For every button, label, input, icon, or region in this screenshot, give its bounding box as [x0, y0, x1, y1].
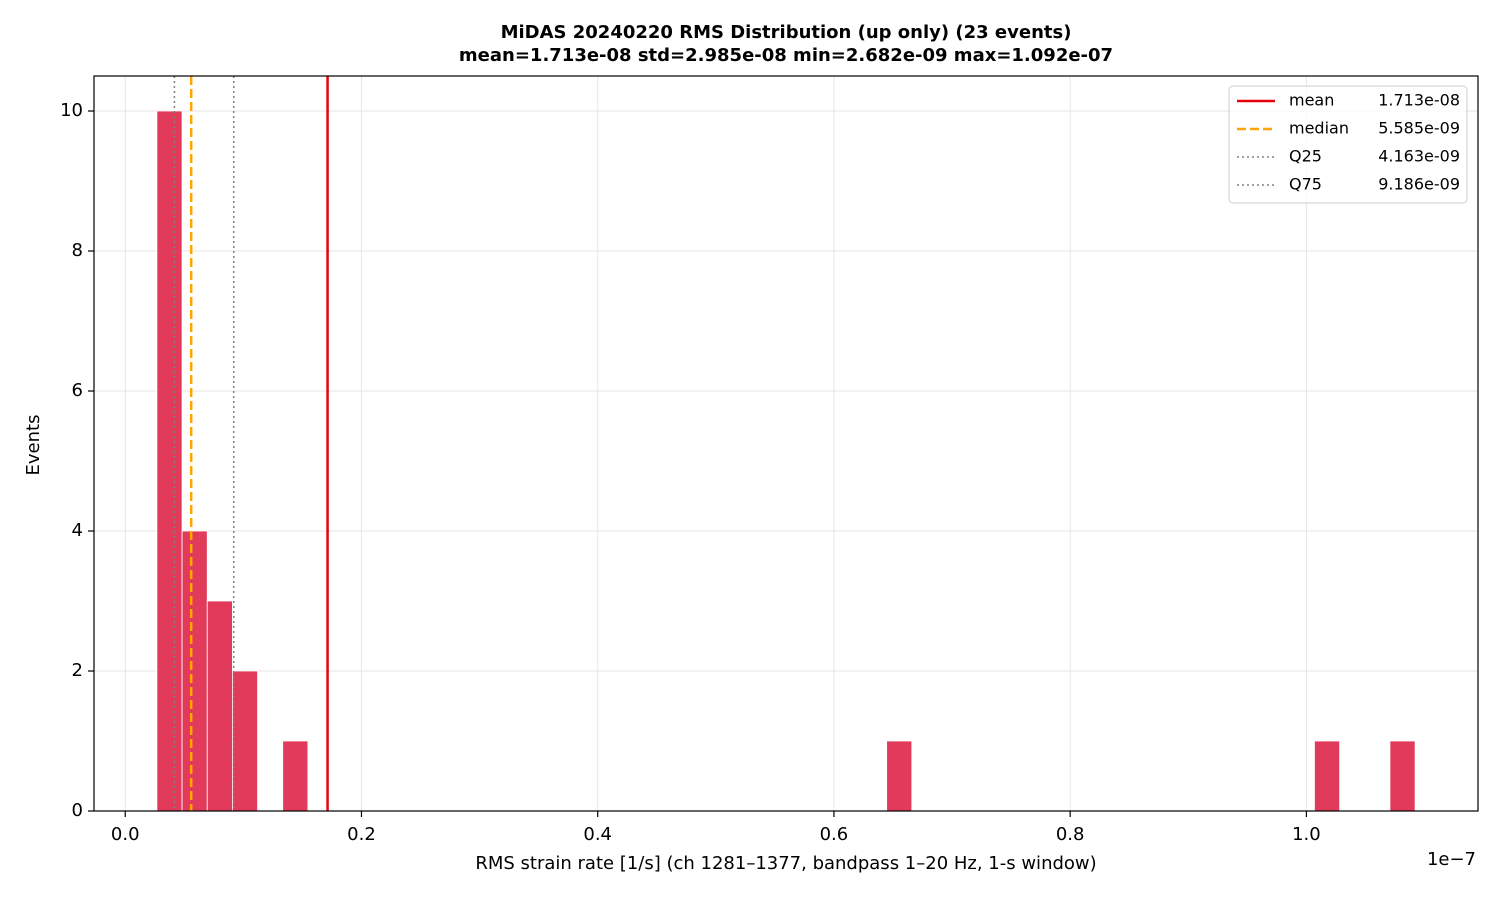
x-tick-label: 0.4: [583, 824, 612, 845]
plot-frame: [93, 75, 1479, 812]
legend-value: 9.186e-09: [1378, 175, 1460, 194]
bar: [232, 670, 258, 812]
legend-value: 4.163e-09: [1378, 147, 1460, 166]
x-tick-label: 1.0: [1292, 824, 1321, 845]
y-tick-label: 0: [72, 800, 83, 821]
bar: [1389, 740, 1416, 812]
y-tick-label: 6: [72, 380, 83, 401]
legend-label: Q25: [1289, 147, 1322, 166]
x-tick-label: 0.0: [111, 824, 140, 845]
legend-box: [1228, 85, 1468, 204]
legend-value: 5.585e-09: [1378, 119, 1460, 138]
bar: [156, 110, 183, 812]
x-tick-label: 0.8: [1056, 824, 1085, 845]
bar: [886, 740, 913, 812]
bar: [1314, 740, 1341, 812]
legend: mean 1.713e-08 median 5.585e-09 Q25 4.163e-09…: [1228, 85, 1468, 204]
y-axis-label: Events: [23, 415, 44, 476]
x-axis-label: RMS strain rate [1/s] (ch 1281–1377, ban…: [475, 853, 1096, 874]
legend-label: median: [1289, 119, 1349, 138]
legend-value: 1.713e-08: [1378, 91, 1460, 110]
chart-subtitle: mean=1.713e-08 std=2.985e-08 min=2.682e-…: [459, 45, 1113, 66]
y-tick-label: 4: [72, 520, 83, 541]
legend-label: Q75: [1289, 175, 1322, 194]
y-tick-label: 10: [60, 100, 83, 121]
x-offset-label: 1e−7: [1427, 849, 1476, 870]
y-tick-label: 2: [72, 660, 83, 681]
bar: [181, 530, 208, 812]
bar: [282, 740, 309, 812]
bar: [206, 600, 233, 812]
chart-title: MiDAS 20240220 RMS Distribution (up only…: [501, 22, 1072, 43]
x-tick-label: 0.6: [820, 824, 849, 845]
legend-label: mean: [1289, 91, 1334, 110]
x-tick-label: 0.2: [347, 824, 376, 845]
y-tick-label: 8: [72, 240, 83, 261]
